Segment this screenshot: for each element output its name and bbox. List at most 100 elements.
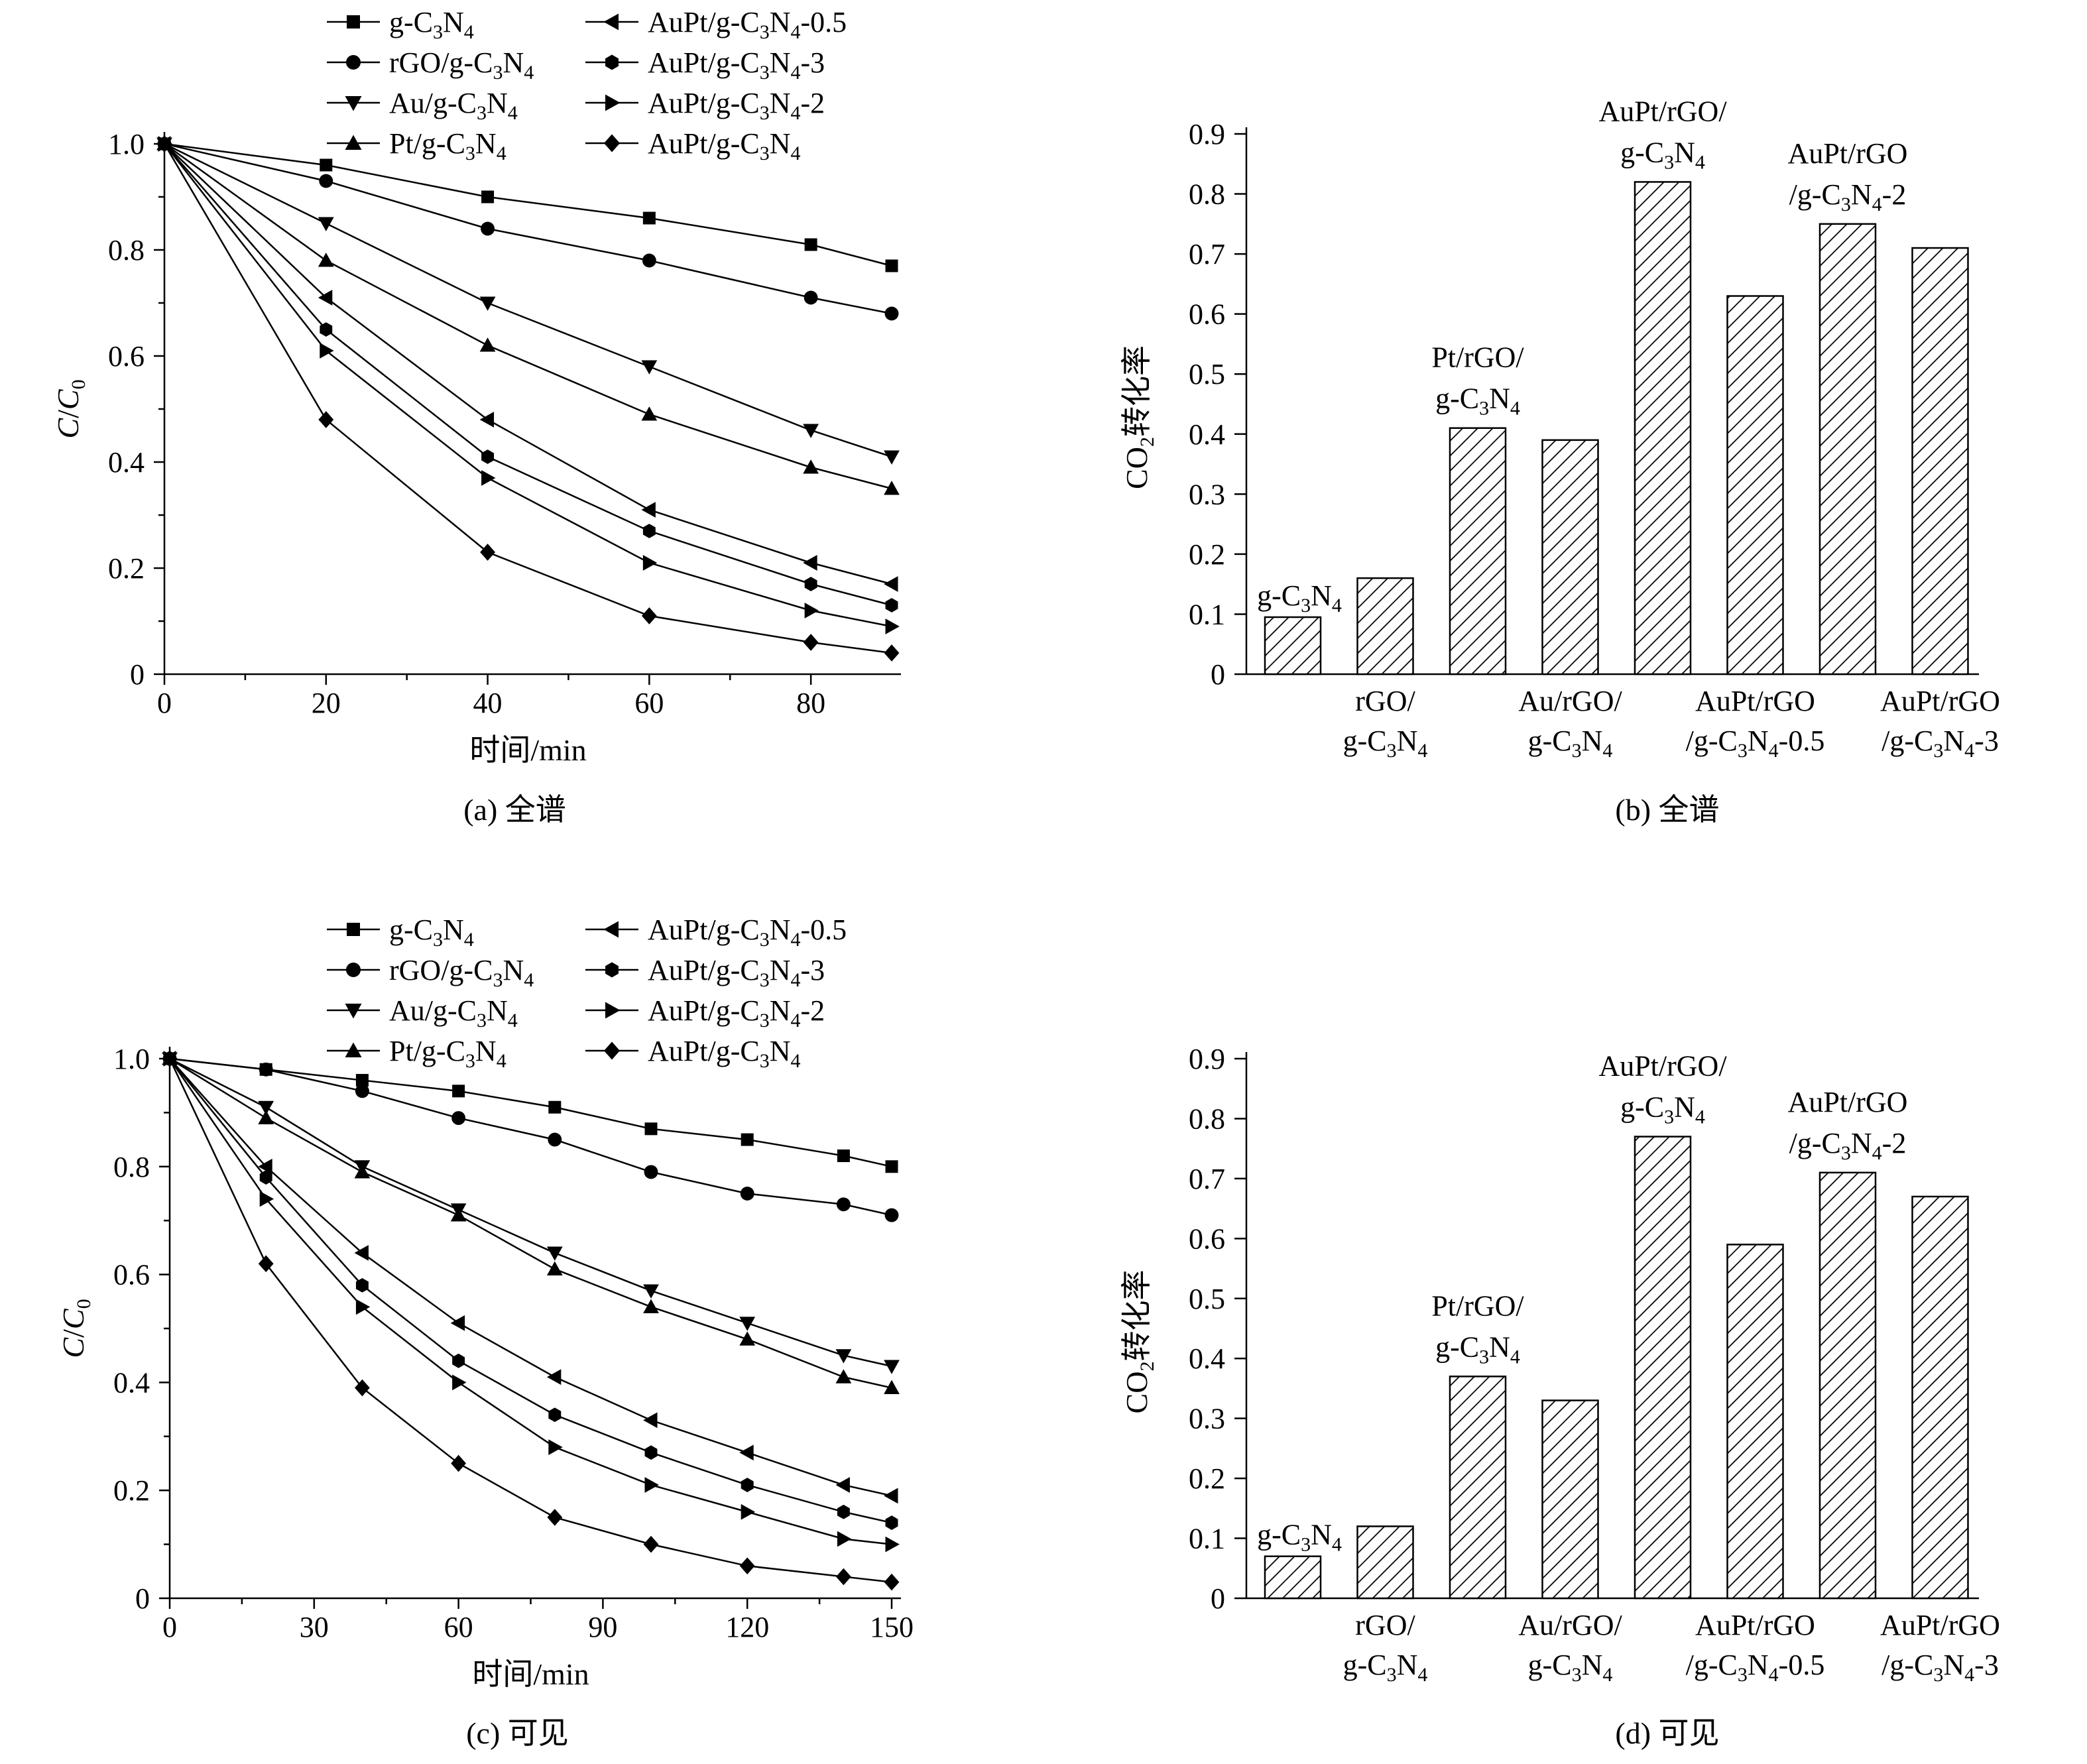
y-tick-label: 0.1 xyxy=(1189,1523,1225,1555)
category-label-line1: AuPt/rGO/ xyxy=(1598,95,1727,127)
bar xyxy=(1541,1399,1599,1600)
data-point xyxy=(548,1439,563,1455)
legend-label: rGO/g-C3N4 xyxy=(389,46,534,84)
data-point xyxy=(885,618,900,634)
x-tick-label: 60 xyxy=(634,687,664,719)
category-label-line1: Au/rGO/ xyxy=(1518,1609,1622,1641)
y-tick-label: 0.2 xyxy=(108,552,145,585)
panel-d-bar-chart: 0 0.1 0.2 0.3 0.4 0.5 0.6 0.7 0.8 0.9 CO2转化率 g-C3N4… xyxy=(1120,1043,2000,1750)
data-point xyxy=(836,1197,851,1212)
data-point xyxy=(641,502,656,518)
legend: g-C3N4rGO/g-C3N4Au/g-C3N4Pt/g-C3N4AuPt/g… xyxy=(327,913,847,1072)
y-tick-label: 0.2 xyxy=(1189,538,1225,571)
category-label: g-C3N4 xyxy=(1257,579,1342,617)
series-line xyxy=(163,143,892,654)
category-label-line2: g-C3N4 xyxy=(1620,1091,1705,1128)
legend: g-C3N4rGO/g-C3N4Au/g-C3N4Pt/g-C3N4AuPt/g… xyxy=(327,6,847,164)
y-tick-label: 0.6 xyxy=(113,1259,150,1291)
legend-marker xyxy=(603,921,619,938)
data-point xyxy=(885,1536,900,1553)
legend-label: Pt/g-C3N4 xyxy=(389,127,507,164)
data-point xyxy=(355,1379,370,1397)
bar xyxy=(1541,439,1599,676)
panel-b-bar-chart: 0 0.1 0.2 0.3 0.4 0.5 0.6 0.7 0.8 0.9 CO2转化率 g-C3N4… xyxy=(1120,95,2000,827)
bar xyxy=(1356,1525,1414,1600)
data-point xyxy=(644,1445,658,1460)
y-tick-label: 0.8 xyxy=(1189,178,1225,211)
category-label-line1: AuPt/rGO xyxy=(1788,137,1908,170)
data-point xyxy=(642,253,656,268)
data-point xyxy=(451,1111,466,1125)
legend-marker xyxy=(346,55,361,70)
caption: (c) 可见 xyxy=(466,1716,569,1750)
bar xyxy=(1449,1376,1507,1600)
series-aupt-g-c3n4-0-5 xyxy=(162,1051,898,1504)
series-line xyxy=(164,143,892,490)
x-tick-label: 30 xyxy=(300,1611,329,1643)
data-point xyxy=(804,577,817,591)
x-tick-label: 20 xyxy=(312,687,341,719)
series-aupt-g-c3n4-2 xyxy=(163,1051,900,1553)
data-point xyxy=(884,1360,900,1374)
panel-c-line-chart: 0 0.2 0.4 0.6 0.8 1.0 0 30 60 90 120 150 时间/min C/C0 g… xyxy=(56,913,914,1750)
data-point xyxy=(804,238,817,251)
y-tick-label: 0.4 xyxy=(1189,418,1225,451)
bar xyxy=(1911,1195,1969,1600)
data-point xyxy=(643,1535,659,1553)
x-tick-label: 60 xyxy=(444,1611,473,1643)
series-line xyxy=(164,143,892,458)
x-tick-label: 150 xyxy=(870,1611,914,1643)
bar xyxy=(1819,1171,1877,1600)
y-tick-label: 0.7 xyxy=(1189,238,1225,270)
series-au-g-c3n4 xyxy=(162,1052,900,1374)
series-line xyxy=(164,143,892,585)
category-label-line2: /g-C3N4-0.5 xyxy=(1686,1649,1825,1686)
series-aupt-g-c3n4 xyxy=(156,135,900,662)
legend-marker xyxy=(345,1042,362,1057)
data-point xyxy=(804,603,819,618)
data-point xyxy=(318,253,334,267)
y-axis-title: CO2转化率 xyxy=(1120,1270,1158,1414)
data-point xyxy=(548,1407,562,1423)
y-tick-label: 0.2 xyxy=(1189,1462,1225,1495)
legend-marker xyxy=(603,13,619,30)
category-label-line2: g-C3N4 xyxy=(1620,136,1705,173)
data-point xyxy=(259,1170,272,1185)
y-axis-title: C/C0 xyxy=(51,379,89,438)
legend-marker xyxy=(347,923,360,936)
y-tick-label: 0.1 xyxy=(1189,598,1225,630)
y-tick-label: 0.5 xyxy=(1189,1283,1225,1315)
category-label-line1: AuPt/rGO xyxy=(1695,685,1815,717)
category-label: g-C3N4 xyxy=(1257,1519,1342,1556)
category-label-line2: g-C3N4 xyxy=(1343,725,1428,762)
data-point xyxy=(739,1557,755,1574)
data-point xyxy=(479,412,495,428)
category-label-line1: Pt/rGO/ xyxy=(1431,1289,1524,1322)
category-label-line2: g-C3N4 xyxy=(1343,1649,1428,1686)
y-tick-label: 1.0 xyxy=(113,1043,150,1075)
category-label-line2: g-C3N4 xyxy=(1528,725,1613,762)
data-point xyxy=(884,481,900,495)
data-point xyxy=(452,1353,465,1368)
data-point xyxy=(641,360,658,375)
data-point xyxy=(320,158,333,172)
legend-marker xyxy=(605,1002,621,1019)
category-label-line2: g-C3N4 xyxy=(1435,382,1520,420)
data-point xyxy=(884,1208,899,1222)
category-label-line2: /g-C3N4-3 xyxy=(1881,725,1999,762)
data-point xyxy=(884,644,900,662)
legend-label: g-C3N4 xyxy=(389,913,474,951)
series-line xyxy=(164,143,892,315)
data-point xyxy=(741,1503,756,1520)
data-point xyxy=(884,306,899,321)
data-point xyxy=(480,544,495,561)
y-tick-label: 0.8 xyxy=(108,234,145,266)
data-point xyxy=(162,1050,178,1067)
legend-label: AuPt/g-C3N4-3 xyxy=(648,954,825,991)
data-point xyxy=(741,1478,754,1492)
legend-label: Au/g-C3N4 xyxy=(389,87,518,124)
category-label-line1: AuPt/rGO/ xyxy=(1598,1050,1727,1083)
data-point xyxy=(548,1100,562,1114)
legend-marker xyxy=(345,1004,362,1019)
series-line xyxy=(169,1057,892,1389)
